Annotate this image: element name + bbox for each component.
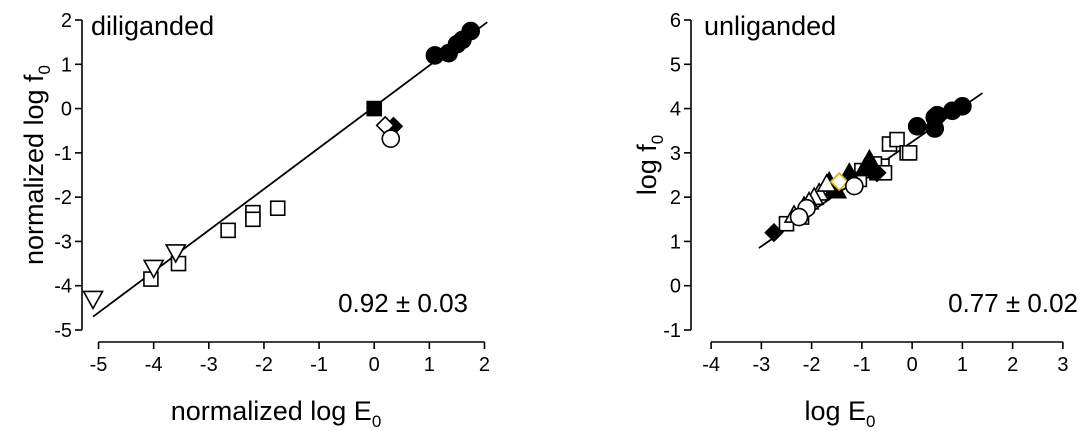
unliganded-x-tick-label: 2 xyxy=(1007,354,1018,376)
diliganded-point-square-filled xyxy=(366,100,383,117)
diliganded-slope-label: 0.92 ± 0.03 xyxy=(338,288,468,318)
diliganded-y-tick-label: -5 xyxy=(54,320,72,342)
diliganded-point-triangle-down-open xyxy=(82,290,104,311)
diliganded-y-tick-label: -1 xyxy=(54,143,72,165)
diliganded-y-axis-subscript: 0 xyxy=(35,65,54,74)
diliganded-y-tick-label: 0 xyxy=(61,99,72,121)
diliganded-point-triangle-down-open xyxy=(164,244,187,264)
unliganded-point-square-open xyxy=(889,131,905,148)
diliganded-y-tick-label: -4 xyxy=(54,276,72,298)
unliganded-point-diamond-filled xyxy=(764,222,784,243)
diliganded-x-axis-label: normalized log E xyxy=(171,396,372,426)
unliganded-x-tick-label: -2 xyxy=(803,354,821,376)
unliganded-point-diamond-filled xyxy=(867,163,887,183)
diliganded-point-circle-open xyxy=(381,129,401,148)
diliganded-point-circle-filled xyxy=(461,21,481,41)
unliganded-point-circle-open xyxy=(789,207,809,227)
unliganded-y-tick-label: -1 xyxy=(663,320,681,342)
unliganded-slope-label: 0.77 ± 0.02 xyxy=(948,288,1078,318)
unliganded-x-axis-subscript: 0 xyxy=(866,412,875,431)
unliganded-point-square-open xyxy=(901,145,918,161)
unliganded-x-axis-title: log E0 xyxy=(804,396,875,431)
diliganded-y-tick-label: -2 xyxy=(54,187,72,209)
unliganded-x-tick-label: 1 xyxy=(957,354,968,376)
unliganded-x-tick-label: 0 xyxy=(907,354,918,376)
unliganded-y-tick-label: 0 xyxy=(670,276,681,298)
unliganded-y-tick-label: 6 xyxy=(670,10,681,32)
unliganded-panel: unliganded 0.77 ± 0.02 log E0 log f0 -10… xyxy=(632,10,1078,431)
unliganded-y-tick-label: 4 xyxy=(670,99,681,121)
unliganded-x-tick-label: -1 xyxy=(853,354,871,376)
diliganded-x-tick-label: -4 xyxy=(145,354,163,376)
unliganded-y-tick-label: 2 xyxy=(670,187,681,209)
diliganded-x-axis-subscript: 0 xyxy=(372,412,381,431)
diliganded-y-axis-title: normalized log f0 xyxy=(19,65,54,265)
diliganded-title: diliganded xyxy=(91,11,214,41)
unliganded-point-circle-filled xyxy=(925,119,945,138)
diliganded-x-tick-label: 1 xyxy=(424,354,435,376)
diliganded-y-tick-label: -3 xyxy=(54,231,72,253)
unliganded-point-circle-filled xyxy=(953,97,972,116)
unliganded-x-tick-label: 3 xyxy=(1057,354,1068,376)
unliganded-y-tick-label: 1 xyxy=(670,231,681,253)
diliganded-x-tick-label: -2 xyxy=(255,354,273,376)
diliganded-point-square-open xyxy=(220,222,236,239)
unliganded-y-axis-label: log f xyxy=(632,144,662,196)
diliganded-x-tick-label: -1 xyxy=(310,354,328,376)
unliganded-title: unliganded xyxy=(704,11,836,41)
diliganded-x-tick-label: 2 xyxy=(479,354,490,376)
diliganded-y-axis-label: normalized log f xyxy=(19,74,49,265)
diliganded-y-tick-label: 1 xyxy=(61,54,72,76)
unliganded-point-diamond-highlight xyxy=(829,172,849,192)
diliganded-x-tick-label: -5 xyxy=(90,354,108,376)
unliganded-x-tick-label: -4 xyxy=(702,354,720,376)
unliganded-x-tick-label: -3 xyxy=(752,354,770,376)
unliganded-x-axis-label: log E xyxy=(804,396,866,426)
diliganded-panel: diliganded 0.92 ± 0.03 normalized log E0… xyxy=(19,10,490,431)
diliganded-y-tick-label: 2 xyxy=(61,10,72,32)
diliganded-point-square-open xyxy=(245,211,261,228)
diliganded-point-square-open xyxy=(269,200,286,217)
unliganded-y-tick-label: 3 xyxy=(670,143,681,165)
diliganded-point-triangle-down-open xyxy=(142,259,165,280)
diliganded-x-tick-label: 0 xyxy=(369,354,380,376)
unliganded-y-axis-subscript: 0 xyxy=(648,135,667,144)
unliganded-point-circle-open xyxy=(845,176,864,196)
unliganded-point-circle-filled xyxy=(907,116,927,136)
diliganded-x-tick-label: -3 xyxy=(200,354,218,376)
unliganded-y-axis-title: log f0 xyxy=(632,135,667,196)
unliganded-y-tick-label: 5 xyxy=(670,54,681,76)
diliganded-x-axis-title: normalized log E0 xyxy=(171,396,382,431)
